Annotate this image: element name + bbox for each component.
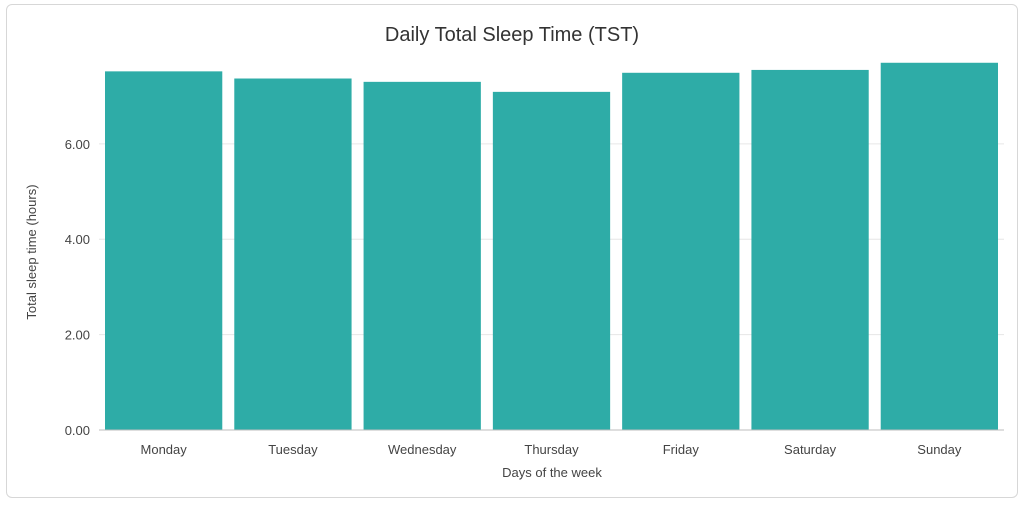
x-tick-label: Monday (141, 442, 188, 457)
bar-saturday (751, 69, 869, 430)
bar-tuesday (234, 78, 352, 430)
x-tick-label: Tuesday (268, 442, 318, 457)
x-tick-label: Sunday (917, 442, 962, 457)
x-tick-label: Friday (663, 442, 700, 457)
x-axis-label: Days of the week (502, 465, 602, 480)
y-tick-label: 4.00 (65, 232, 90, 247)
bar-sunday (880, 62, 998, 431)
x-tick-label: Saturday (784, 442, 837, 457)
bars (105, 62, 998, 431)
y-axis-label: Total sleep time (hours) (24, 184, 39, 319)
y-tick-label: 2.00 (65, 328, 90, 343)
x-axis-ticks: Monday Tuesday Wednesday Thursday Friday Satu… (141, 442, 962, 457)
x-tick-label: Wednesday (388, 442, 457, 457)
bar-wednesday (363, 81, 481, 430)
y-tick-label: 6.00 (65, 137, 90, 152)
bar-friday (622, 72, 740, 431)
chart-title: Daily Total Sleep Time (TST) (385, 24, 639, 46)
bar-monday (105, 71, 223, 430)
x-tick-label: Thursday (524, 442, 579, 457)
y-tick-label: 0.00 (65, 423, 90, 438)
y-axis-ticks: 0.00 2.00 4.00 6.00 (65, 137, 90, 438)
bar-thursday (492, 91, 611, 430)
